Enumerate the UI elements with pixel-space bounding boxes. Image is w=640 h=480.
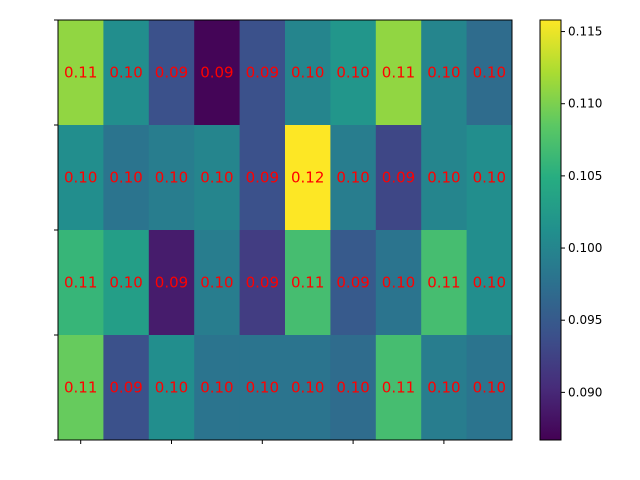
colorbar-tick-label: 0.095	[568, 313, 602, 327]
colorbar-tick-label: 0.110	[568, 97, 602, 111]
cell-annotation: 0.09	[246, 64, 279, 82]
cell-annotation: 0.10	[109, 274, 142, 292]
heatmap-cell	[466, 125, 513, 231]
heatmap-cell	[285, 125, 331, 231]
heatmap-cell	[239, 335, 286, 441]
cell-annotation: 0.12	[291, 169, 324, 187]
heatmap-cell	[148, 230, 195, 336]
cell-annotation: 0.10	[336, 379, 369, 397]
heatmap-cell	[103, 335, 150, 441]
cell-annotation: 0.10	[200, 169, 233, 187]
cell-annotation: 0.11	[382, 379, 415, 397]
cell-annotation: 0.10	[336, 64, 369, 82]
colorbar-tick-label: 0.090	[568, 385, 602, 399]
colorbar-tick-label: 0.115	[568, 25, 602, 39]
heatmap-cell	[58, 230, 104, 336]
heatmap-cell	[239, 125, 286, 231]
axis-ticks	[54, 19, 445, 444]
cell-annotation: 0.10	[427, 169, 460, 187]
cell-annotation: 0.09	[246, 169, 279, 187]
heatmap-cell	[375, 125, 422, 231]
cell-annotation: 0.11	[382, 64, 415, 82]
heatmap-cell	[103, 125, 150, 231]
heatmap-cell	[194, 125, 241, 231]
heatmap-cell	[421, 20, 468, 126]
heatmap-cell	[285, 230, 331, 336]
cell-annotation: 0.10	[473, 379, 506, 397]
heatmap-cell	[421, 335, 468, 441]
cell-annotation: 0.09	[155, 64, 188, 82]
cell-annotation: 0.10	[382, 274, 415, 292]
cell-annotation: 0.10	[336, 169, 369, 187]
cell-annotation: 0.10	[155, 379, 188, 397]
colorbar-frame	[539, 19, 562, 441]
heatmap-cell	[421, 230, 468, 336]
heatmap-cell	[239, 230, 286, 336]
cell-annotation: 0.10	[155, 169, 188, 187]
cell-annotation: 0.10	[473, 169, 506, 187]
heatmap-cell	[330, 335, 377, 441]
heatmap-cell	[58, 125, 104, 231]
cell-annotation: 0.10	[291, 64, 324, 82]
heatmap-cell	[375, 335, 422, 441]
cell-annotation: 0.10	[109, 64, 142, 82]
cell-annotation: 0.10	[246, 379, 279, 397]
heatmap-cell	[285, 20, 331, 126]
cell-annotation: 0.09	[200, 64, 233, 82]
heatmap-cell	[148, 335, 195, 441]
heatmap-annotations: 0.11 0.10 0.09 0.09 0.09 0.10 0.10 0.11 0.10 0.10…	[64, 64, 506, 397]
heatmap-cells	[58, 20, 513, 441]
heatmap-cell	[330, 20, 377, 126]
heatmap-cell	[421, 125, 468, 231]
cell-annotation: 0.10	[109, 169, 142, 187]
heatmap-cell	[194, 20, 241, 126]
cell-annotation: 0.11	[64, 274, 97, 292]
heatmap-cell	[194, 335, 241, 441]
cell-annotation: 0.10	[473, 274, 506, 292]
cell-annotation: 0.11	[64, 379, 97, 397]
cell-annotation: 0.10	[291, 379, 324, 397]
cell-annotation: 0.10	[473, 64, 506, 82]
heatmap-cell	[103, 20, 150, 126]
colorbar-ticks: 0.090 0.095 0.100 0.105 0.110 0.115	[561, 25, 602, 399]
heatmap-cell	[330, 125, 377, 231]
heatmap-cell	[239, 20, 286, 126]
heatmap-cell	[375, 20, 422, 126]
colorbar	[540, 20, 561, 440]
cell-annotation: 0.09	[109, 379, 142, 397]
cell-annotation: 0.10	[200, 274, 233, 292]
heatmap-cell	[58, 20, 104, 126]
cell-annotation: 0.09	[336, 274, 369, 292]
heatmap-cell	[58, 335, 104, 441]
cell-annotation: 0.10	[64, 169, 97, 187]
cell-annotation: 0.10	[427, 379, 460, 397]
colorbar-tick-label: 0.105	[568, 169, 602, 183]
heatmap-cell	[194, 230, 241, 336]
heatmap-cell	[103, 230, 150, 336]
heatmap-cell	[466, 335, 513, 441]
cell-annotation: 0.09	[155, 274, 188, 292]
heatmap-cell	[330, 230, 377, 336]
heatmap-cell	[466, 20, 513, 126]
heatmap-cell	[375, 230, 422, 336]
heatmap-cell	[148, 125, 195, 231]
cell-annotation: 0.09	[382, 169, 415, 187]
cell-annotation: 0.11	[64, 64, 97, 82]
cell-annotation: 0.11	[427, 274, 460, 292]
cell-annotation: 0.10	[427, 64, 460, 82]
cell-annotation: 0.10	[200, 379, 233, 397]
heatmap-cell	[466, 230, 513, 336]
cell-annotation: 0.11	[291, 274, 324, 292]
heatmap-cell	[148, 20, 195, 126]
heatmap-cell	[285, 335, 331, 441]
cell-annotation: 0.09	[246, 274, 279, 292]
colorbar-tick-label: 0.100	[568, 241, 602, 255]
